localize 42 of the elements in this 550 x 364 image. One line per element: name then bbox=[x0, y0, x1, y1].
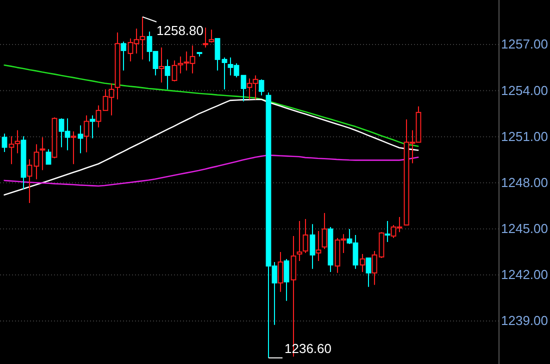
annotation: 1258.80 bbox=[156, 22, 204, 38]
candlestick bbox=[208, 29, 214, 44]
candlestick bbox=[78, 124, 84, 154]
y-tick-label: 1242.00 bbox=[501, 267, 548, 282]
candlestick bbox=[372, 250, 378, 286]
candlestick bbox=[316, 230, 322, 262]
candlestick bbox=[158, 46, 164, 83]
candlestick bbox=[214, 38, 220, 71]
candlestick bbox=[310, 224, 316, 270]
candlestick bbox=[222, 56, 228, 90]
candlestick bbox=[90, 114, 96, 139]
y-tick-label: 1251.00 bbox=[501, 128, 548, 144]
candlestick bbox=[322, 212, 328, 250]
candlestick bbox=[26, 158, 32, 204]
candlestick bbox=[296, 220, 302, 262]
y-tick-label: 1254.00 bbox=[501, 82, 548, 98]
candlestick bbox=[84, 114, 90, 153]
candlestick bbox=[46, 148, 52, 165]
candlestick bbox=[360, 254, 366, 272]
candlestick bbox=[302, 218, 308, 254]
line-series bbox=[4, 64, 419, 147]
candlestick bbox=[384, 220, 390, 243]
candlestick bbox=[96, 104, 102, 128]
y-tick-label: 1248.00 bbox=[501, 174, 548, 190]
y-tick-label: 1239.00 bbox=[501, 313, 548, 328]
line-series bbox=[4, 98, 419, 196]
candlestick bbox=[164, 58, 170, 90]
candlestick bbox=[70, 130, 76, 165]
candlestick bbox=[202, 27, 208, 48]
candlestick bbox=[278, 252, 284, 292]
y-tick-label: 1257.00 bbox=[501, 36, 548, 52]
candlestick bbox=[240, 74, 246, 102]
candlestick bbox=[2, 133, 8, 153]
candlestick bbox=[284, 258, 290, 302]
candlestick bbox=[258, 78, 264, 96]
candlestick bbox=[120, 41, 126, 71]
candlestick bbox=[40, 136, 46, 171]
candlestick bbox=[366, 258, 372, 288]
candlestick bbox=[34, 144, 40, 180]
line-series bbox=[4, 154, 419, 187]
candlestick bbox=[378, 232, 384, 259]
y-tick-label: 1245.00 bbox=[501, 221, 548, 236]
